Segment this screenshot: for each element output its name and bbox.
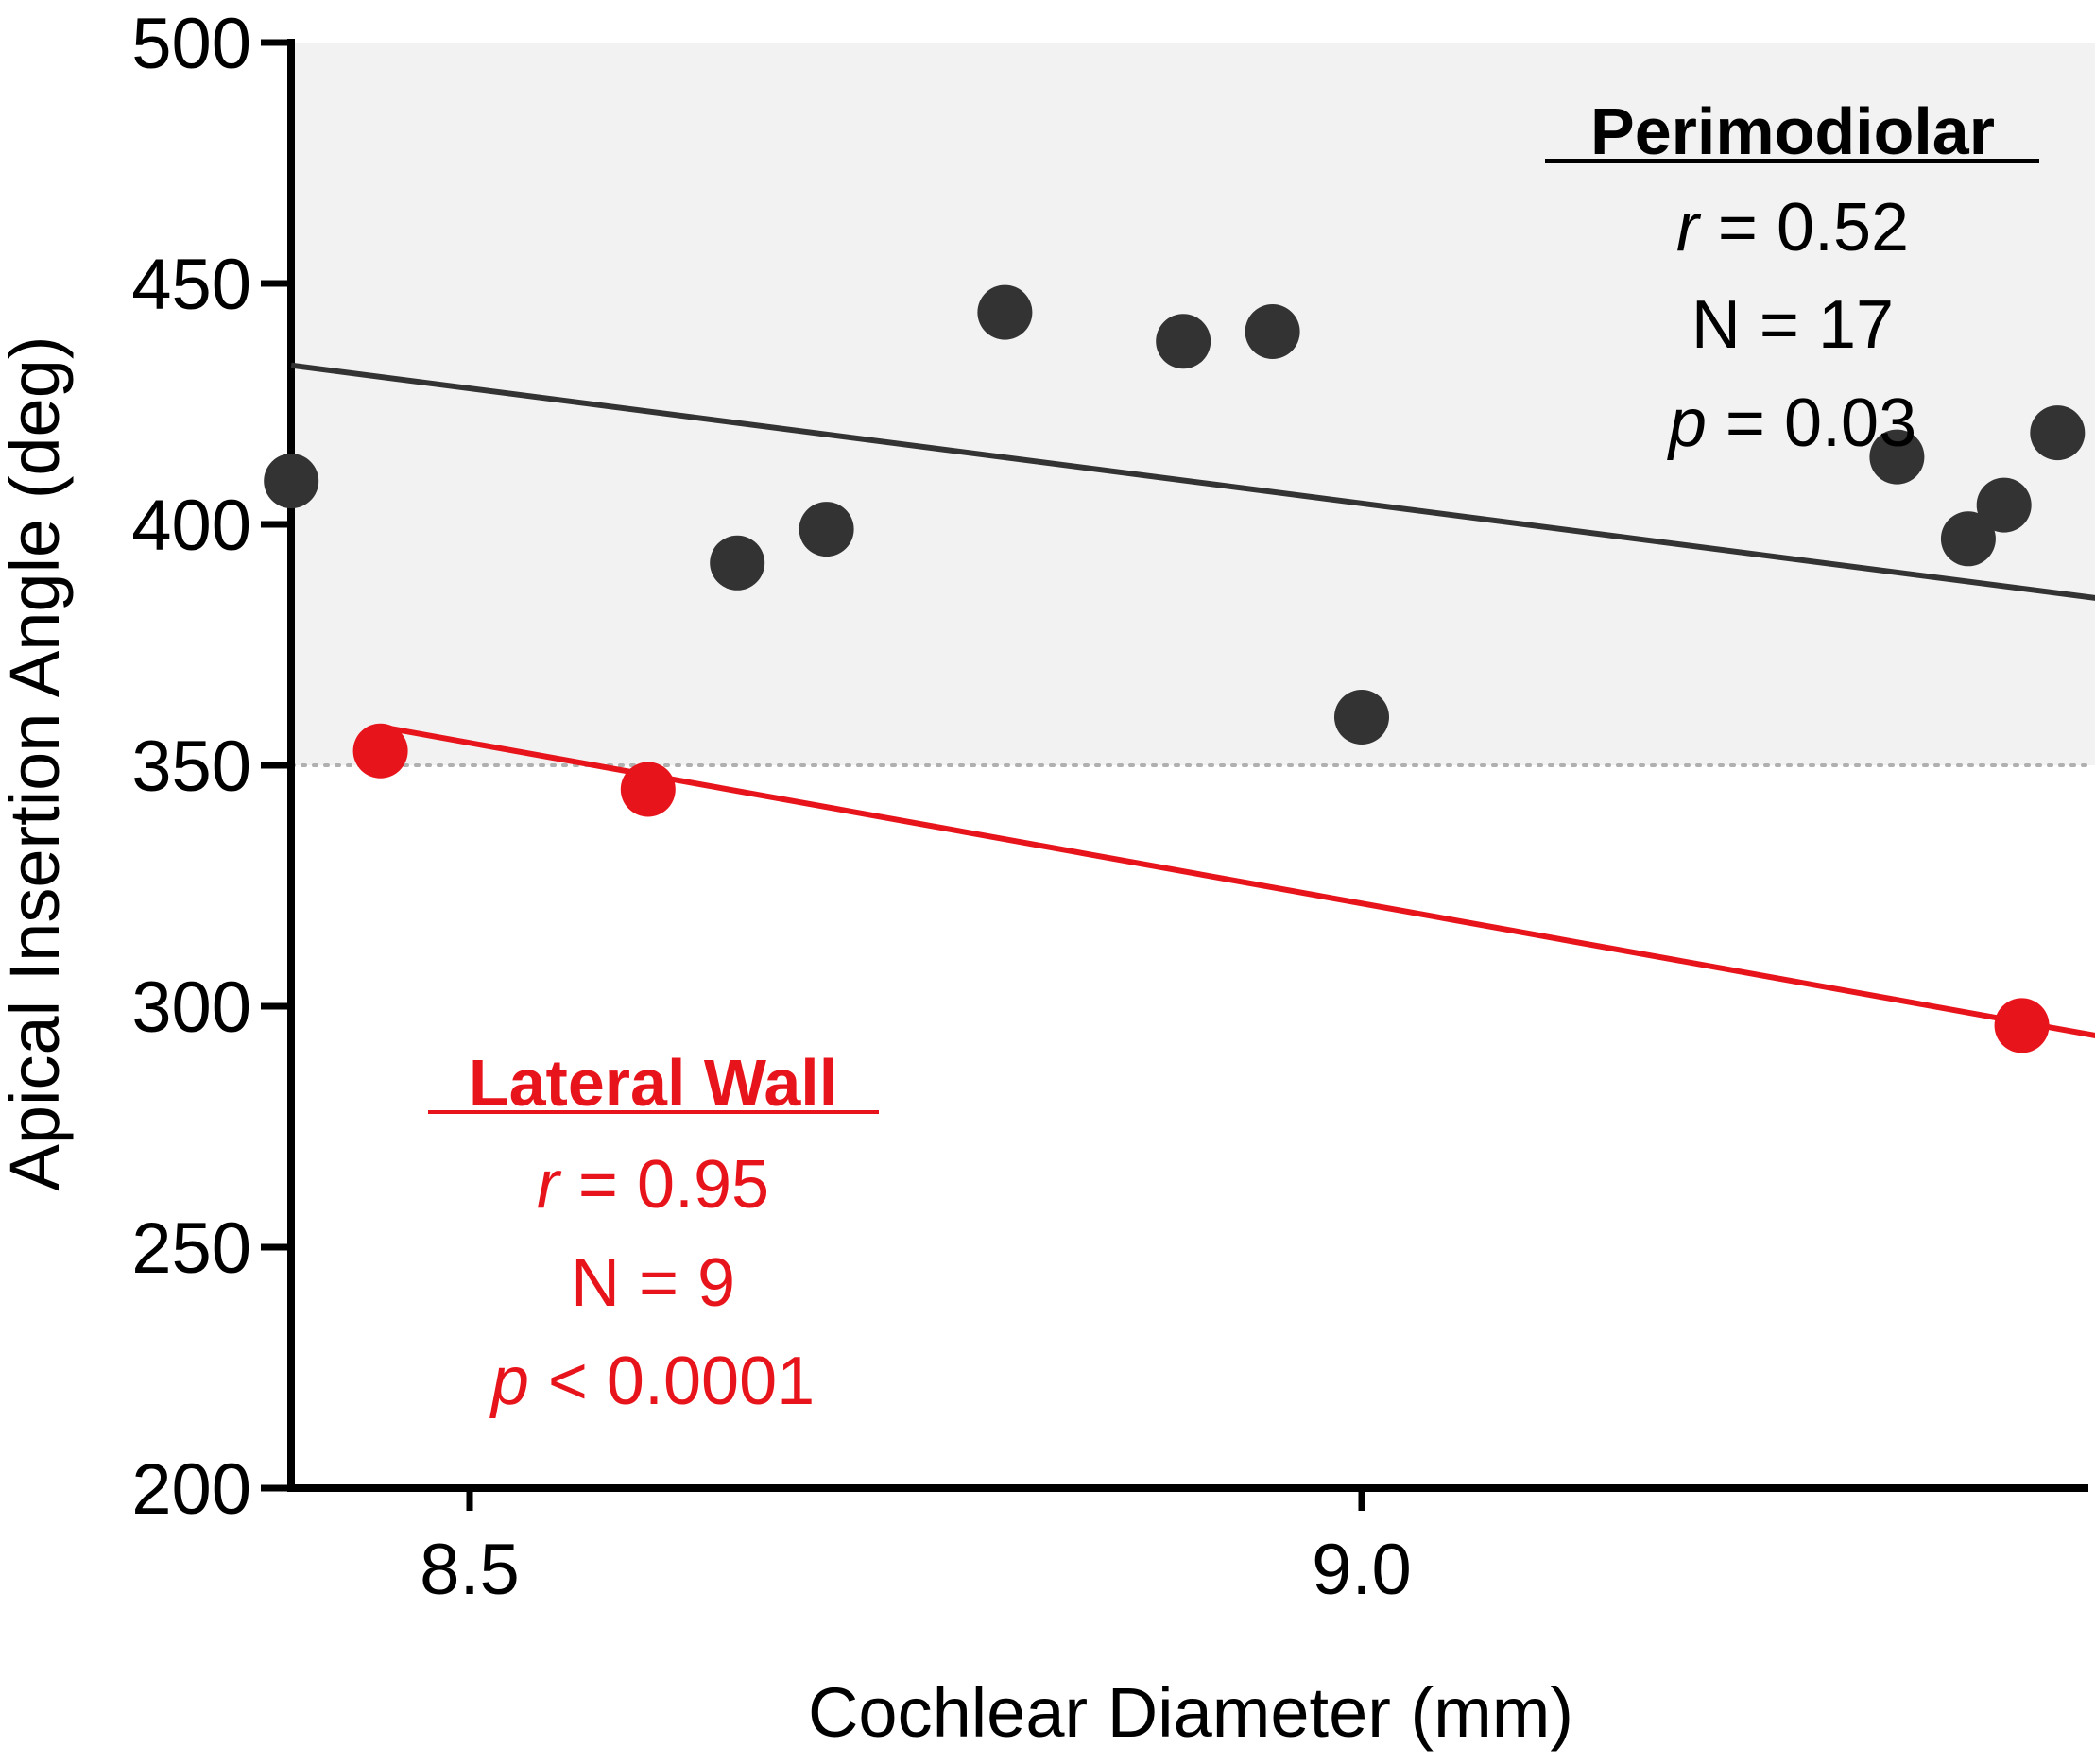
legend-perimodiolar: Perimodiolar r = 0.52 N = 17 p = 0.03 <box>1545 94 2039 461</box>
x-tick-label: 9.0 <box>1312 1530 1412 1610</box>
y-tick-label: 350 <box>131 727 251 807</box>
fit-line-perimodiolar <box>290 362 2095 601</box>
legend-lateral-wall-n: N = 9 <box>571 1245 735 1321</box>
legend-lateral-wall-title: Lateral Wall <box>469 1046 837 1120</box>
x-axis-title: Cochlear Diameter (mm) <box>808 1673 1573 1752</box>
legend-perimodiolar-p: p = 0.03 <box>1667 385 1916 461</box>
y-axis: 200 250 300 350 400 450 500 <box>131 4 295 1530</box>
y-tick-label: 500 <box>131 4 251 84</box>
data-point-perimodiolar <box>1940 511 1996 567</box>
data-point-lateral-wall <box>620 762 676 817</box>
y-tick-label: 400 <box>131 486 251 566</box>
data-point-perimodiolar <box>1976 477 2032 533</box>
y-tick-label: 450 <box>131 245 251 325</box>
data-point-perimodiolar <box>799 502 854 557</box>
data-point-lateral-wall <box>1994 998 2050 1053</box>
x-tick-label: 8.5 <box>420 1530 520 1610</box>
legend-lateral-wall: Lateral Wall r = 0.95 N = 9 p < 0.0001 <box>428 1046 879 1419</box>
data-point-perimodiolar <box>2030 405 2086 461</box>
data-point-perimodiolar <box>264 454 319 509</box>
data-point-lateral-wall <box>352 723 408 779</box>
y-tick-label: 300 <box>131 968 251 1048</box>
y-axis-title: Apical Insertion Angle (deg) <box>0 336 74 1191</box>
data-points <box>264 284 2086 1053</box>
fit-lines <box>290 362 2095 1038</box>
x-axis: 8.59.09.510.0 <box>291 1484 2088 1610</box>
data-point-perimodiolar <box>710 535 765 591</box>
legend-lateral-wall-r: r = 0.95 <box>537 1147 769 1223</box>
legend-perimodiolar-r: r = 0.52 <box>1676 190 1909 265</box>
legend-perimodiolar-n: N = 17 <box>1691 287 1894 363</box>
legend-perimodiolar-title: Perimodiolar <box>1590 94 1995 168</box>
data-point-perimodiolar <box>1869 429 1925 485</box>
data-point-perimodiolar <box>1245 304 1300 359</box>
data-point-perimodiolar <box>977 284 1033 340</box>
data-point-perimodiolar <box>1334 690 1389 745</box>
fit-line-lateral-wall <box>380 724 2095 1038</box>
legend-lateral-wall-p: p < 0.0001 <box>489 1344 815 1419</box>
y-tick-label: 250 <box>131 1208 251 1289</box>
data-point-perimodiolar <box>1156 314 1211 369</box>
y-tick-label: 200 <box>131 1449 251 1530</box>
